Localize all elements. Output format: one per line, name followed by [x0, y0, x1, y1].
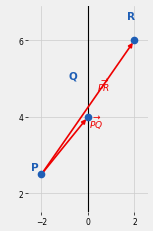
Text: $\overrightarrow{PR}$: $\overrightarrow{PR}$	[97, 78, 110, 94]
Text: $\overrightarrow{PQ}$: $\overrightarrow{PQ}$	[89, 115, 103, 132]
Text: R: R	[127, 12, 135, 22]
Text: P: P	[31, 162, 39, 172]
Text: Q: Q	[68, 71, 77, 81]
